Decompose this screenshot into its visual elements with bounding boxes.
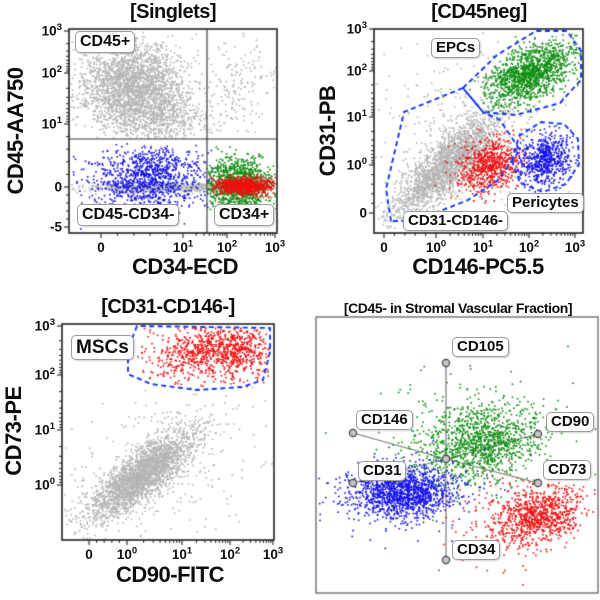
x-tick-singlets-10-3: 103 [264, 238, 286, 255]
marker-label-cd146: CD146 [356, 410, 413, 431]
y-tick-singlets-10-2: 102 [41, 64, 62, 81]
y-axis-label-cd73-pe: CD73-PE [1, 386, 26, 476]
x-tick-cd31-cd146-neg-10-0: 100 [116, 545, 138, 562]
x-tick-singlets-10-1: 101 [172, 238, 194, 255]
y-tick-cd31-cd146-neg-10-3: 103 [34, 317, 55, 334]
panel-cd45neg-title: [CD45neg] [431, 1, 527, 23]
marker-label-cd34: CD34 [452, 540, 501, 561]
x-tick-cd45neg-10-3: 103 [564, 238, 586, 255]
marker-label-cd31: CD31 [358, 461, 407, 482]
y-tick-singlets-0: 0 [54, 179, 62, 195]
x-tick-singlets-0: 0 [97, 240, 105, 255]
gate-label-mscs: MSCs [71, 335, 134, 361]
x-tick-cd45neg-10-0: 100 [425, 238, 447, 255]
marker-label-cd73: CD73 [543, 460, 592, 481]
marker-label-cd90: CD90 [546, 412, 595, 433]
x-tick-cd31-cd146-neg-10-2: 102 [219, 545, 241, 562]
y-tick-cd31-cd146-neg-10-0: 100 [34, 476, 55, 493]
gate-label-cd45-cd34: CD45-CD34- [77, 204, 180, 226]
marker-label-cd105: CD105 [452, 337, 509, 358]
x-tick-cd31-cd146-neg-10-1: 101 [171, 545, 193, 562]
gate-label-cd31-cd146: CD31-CD146- [403, 211, 509, 232]
gate-label-cd34: CD34+ [214, 204, 275, 226]
x-tick-singlets-10-2: 102 [216, 238, 238, 255]
y-axis-label-cd31-pb: CD31-PB [315, 85, 340, 177]
y-tick-cd45neg-0: 0 [359, 205, 367, 221]
gate-label-epcs: EPCs [431, 38, 481, 59]
y-tick-singlets-10-3: 103 [41, 22, 62, 39]
x-tick-cd45neg-10-1: 101 [472, 238, 494, 255]
panel-svf-title: [CD45- in Stromal Vascular Fraction] [343, 300, 573, 316]
y-axis-label-cd45-aa750: CD45-AA750 [3, 67, 28, 195]
x-tick-cd31-cd146-neg-0: 0 [85, 547, 93, 562]
x-tick-cd31-cd146-neg-10-3: 103 [262, 545, 284, 562]
y-tick-cd45neg-10-1: 101 [346, 108, 367, 125]
x-tick-cd45neg-0: 0 [380, 240, 388, 255]
x-tick-cd45neg-10-2: 102 [518, 238, 540, 255]
y-tick-singlets-10-1: 101 [41, 115, 62, 132]
panel-singlets-title: [Singlets] [129, 1, 217, 23]
y-tick-cd31-cd146-neg-10-1: 101 [34, 421, 55, 438]
y-tick-cd45neg-10-3: 103 [346, 20, 367, 37]
gate-label-pericytes: Pericytes [507, 193, 584, 214]
x-axis-label-cd34-ecd: CD34-ECD [131, 254, 239, 279]
y-tick-cd45neg-10-0: 100 [346, 156, 367, 173]
y-tick-cd45neg-10-2: 102 [346, 62, 367, 79]
y-tick-singlets-5: -5 [49, 219, 62, 235]
gate-label-cd45: CD45+ [75, 31, 136, 53]
x-axis-label-cd90-fitc: CD90-FITC [116, 562, 224, 587]
x-axis-label-cd146-pc55: CD146-PC5.5 [412, 254, 544, 279]
panel-cd31cd146-title: [CD31-CD146-] [101, 296, 235, 318]
y-tick-cd31-cd146-neg-10-2: 102 [34, 366, 55, 383]
